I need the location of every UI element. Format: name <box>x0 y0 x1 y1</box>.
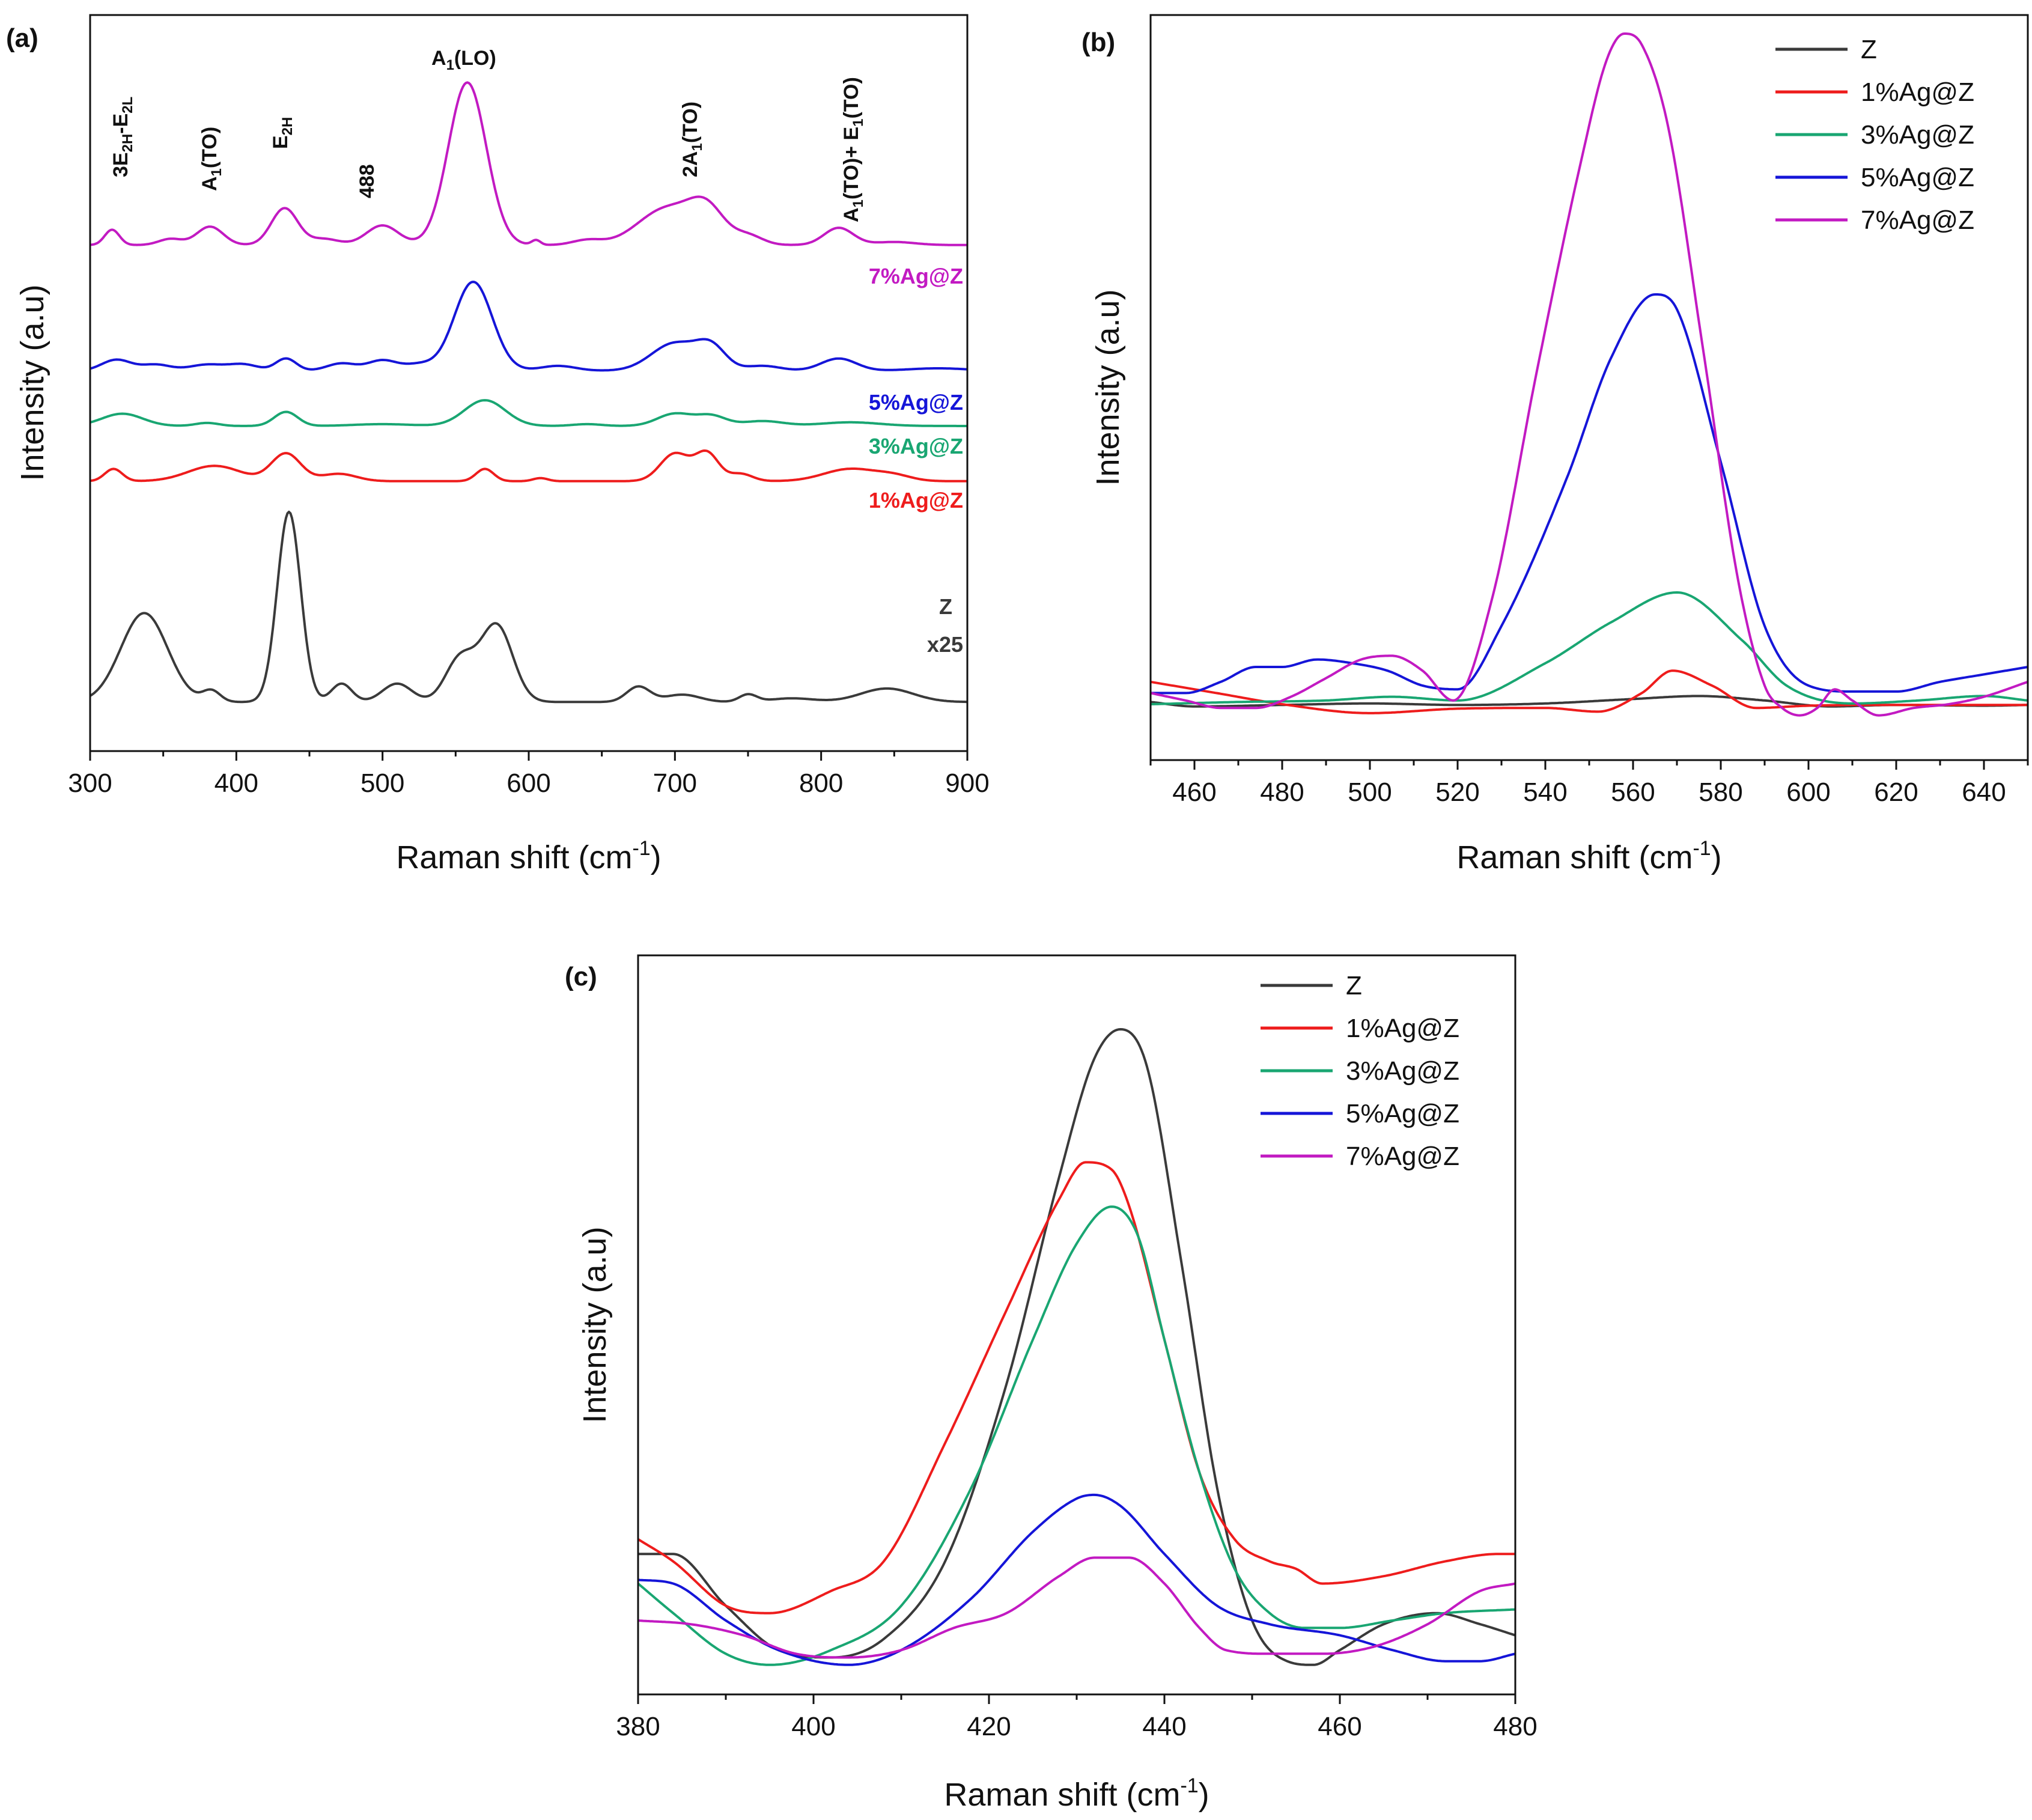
annot-a1-lo: A1(LO) <box>431 47 496 73</box>
panel-c-line-3pctag-z <box>637 1205 1516 1666</box>
panel-a-tick-label-900: 900 <box>945 768 989 798</box>
panel-a-tick-label-600: 600 <box>506 768 550 798</box>
panel-b-line-3pctag-z <box>1150 591 2028 705</box>
panel-b-legend-label-1pctag-z: 1%Ag@Z <box>1861 78 1974 107</box>
panel-b-tick-label-540: 540 <box>1523 778 1567 807</box>
panel-a-line-5pctag-z <box>90 281 968 372</box>
panel-c-label: (c) <box>565 962 597 991</box>
panel-a-label: (a) <box>6 23 38 53</box>
panel-b-line-5pctag-z <box>1151 293 2028 695</box>
panel-a-lines <box>89 81 968 704</box>
panel-c-tick-label-420: 420 <box>967 1712 1011 1741</box>
annot-488: 488 <box>356 164 379 198</box>
panel-b-xlabel: Raman shift (cm-1) <box>1456 837 1721 875</box>
panel-c-line-5pctag-z <box>637 1493 1516 1666</box>
panel-b-frame <box>1149 14 2029 761</box>
panel-a-tick-label-800: 800 <box>799 768 843 798</box>
panel-a-sample-label-z: Z <box>939 594 952 619</box>
annot-a1-to-e1-to: A1(TO)+ E1(TO) <box>840 77 866 222</box>
panel-c-lines <box>637 1028 1516 1666</box>
panel-b-ylabel: Intensity (a.u) <box>1090 289 1126 485</box>
panel-b-tick-label-560: 560 <box>1611 778 1655 807</box>
panel-a-line-7pctag-z <box>90 81 967 246</box>
panel-b-tick-label-500: 500 <box>1348 778 1392 807</box>
panel-b: (b) 460 480 500 520 540 560 580 600 620 640 Z 1%Ag… <box>1081 14 2029 875</box>
panel-a-sample-label-x25: x25 <box>927 632 963 657</box>
annot-a1-to: A1(TO) <box>198 127 225 191</box>
panel-b-tick-label-600: 600 <box>1786 778 1830 807</box>
panel-c-tick-label-440: 440 <box>1142 1712 1186 1741</box>
panel-a-tick-label-400: 400 <box>214 768 258 798</box>
panel-c: (c) 380 400 420 440 460 480 Z 1%Ag@Z 3%Ag@Z 5%Ag… <box>565 954 1538 1813</box>
panel-a-ticks: 300 400 500 600 700 800 900 <box>68 751 990 798</box>
panel-b-tick-label-620: 620 <box>1874 778 1918 807</box>
panel-a-frame <box>89 14 969 752</box>
panel-c-legend-label-1pctag-z: 1%Ag@Z <box>1346 1014 1459 1043</box>
panel-a-sample-label-3pctag-z: 3%Ag@Z <box>869 434 963 458</box>
panel-b-legend-label-5pctag-z: 5%Ag@Z <box>1861 163 1974 192</box>
annot-2a1-to: 2A1(TO) <box>679 102 705 177</box>
panel-a-sample-label-5pctag-z: 5%Ag@Z <box>869 390 963 415</box>
panel-b-legend: Z 1%Ag@Z 3%Ag@Z 5%Ag@Z 7%Ag@Z <box>1775 35 1974 235</box>
panel-a-sample-label-1pctag-z: 1%Ag@Z <box>869 488 963 513</box>
panel-b-legend-label-7pctag-z: 7%Ag@Z <box>1861 205 1974 235</box>
annot-e2h: E2H <box>269 117 296 149</box>
panel-a-tick-label-500: 500 <box>360 768 404 798</box>
panel-b-legend-label-z: Z <box>1861 35 1877 64</box>
panel-c-tick-label-380: 380 <box>616 1712 660 1741</box>
panel-c-legend-label-5pctag-z: 5%Ag@Z <box>1346 1099 1459 1128</box>
panel-c-line-7pctag-z <box>637 1556 1516 1659</box>
panel-a-line-3pctag-z <box>90 399 967 427</box>
panel-c-line-1pctag-z <box>637 1161 1515 1615</box>
panel-b-label: (b) <box>1081 28 1115 57</box>
panel-b-tick-label-640: 640 <box>1962 778 2006 807</box>
panel-a-line-1pctag-z <box>90 449 967 482</box>
panel-a-annotations: 3E2H-E2L A1(TO) E2H 488 A1(LO) 2A1(TO) A1(TO)+… <box>109 47 866 222</box>
panel-c-ticks: 380 400 420 440 460 480 <box>616 1694 1538 1741</box>
annot-3e2h-e2l: 3E2H-E2L <box>109 97 136 177</box>
panel-a-tick-label-700: 700 <box>653 768 697 798</box>
panel-b-tick-label-460: 460 <box>1172 778 1216 807</box>
panel-c-legend-label-z: Z <box>1346 971 1362 1000</box>
panel-b-legend-label-3pctag-z: 3%Ag@Z <box>1861 120 1974 150</box>
panel-a-sample-label-7pctag-z: 7%Ag@Z <box>869 264 963 288</box>
panel-c-ylabel: Intensity (a.u) <box>577 1226 613 1423</box>
panel-c-xlabel: Raman shift (cm-1) <box>944 1774 1209 1813</box>
panel-c-tick-label-460: 460 <box>1318 1712 1361 1741</box>
panel-b-tick-label-480: 480 <box>1260 778 1304 807</box>
panel-c-legend: Z 1%Ag@Z 3%Ag@Z 5%Ag@Z 7%Ag@Z <box>1261 971 1459 1171</box>
panel-a: (a) 300 400 500 600 700 800 900 3E2H-E2L A1(TO)… <box>6 14 990 875</box>
panel-c-tick-label-480: 480 <box>1493 1712 1537 1741</box>
panel-b-tick-label-520: 520 <box>1435 778 1479 807</box>
panel-c-tick-label-400: 400 <box>791 1712 835 1741</box>
panel-b-lines <box>1150 32 2028 717</box>
panel-a-line-z <box>89 510 967 704</box>
panel-a-ylabel: Intensity (a.u) <box>14 284 50 481</box>
panel-b-tick-label-580: 580 <box>1699 778 1742 807</box>
panel-a-tick-label-300: 300 <box>68 768 112 798</box>
panel-b-line-1pctag-z <box>1150 669 2028 714</box>
panel-b-ticks: 460 480 500 520 540 560 580 600 620 640 <box>1149 760 2029 807</box>
panel-c-legend-label-3pctag-z: 3%Ag@Z <box>1346 1056 1459 1086</box>
panel-c-legend-label-7pctag-z: 7%Ag@Z <box>1346 1142 1459 1171</box>
panel-a-xlabel: Raman shift (cm-1) <box>396 837 661 875</box>
panel-c-frame <box>637 954 1516 1696</box>
panel-b-line-7pctag-z <box>1150 32 2028 717</box>
